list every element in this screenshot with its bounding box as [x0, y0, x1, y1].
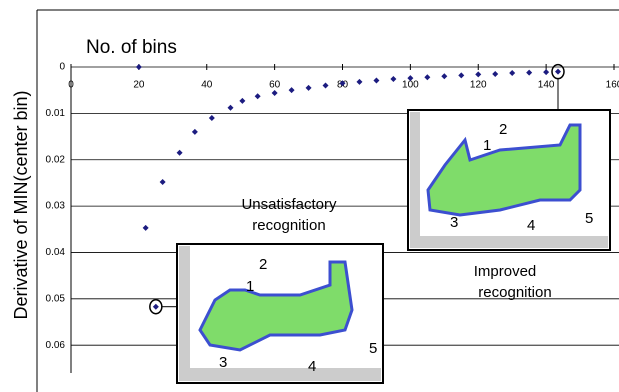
y-tick-label: 0.05: [46, 293, 66, 304]
part-label: 5: [369, 340, 377, 357]
point: [458, 72, 464, 78]
part-label: 1: [483, 137, 491, 154]
x-tick-label: 40: [201, 80, 213, 91]
part-label: 5: [585, 210, 593, 227]
point: [306, 85, 312, 91]
point: [255, 93, 261, 99]
part-label: 4: [527, 217, 535, 234]
point: [177, 150, 183, 156]
point: [153, 304, 159, 310]
x-tick-label: 60: [269, 80, 281, 91]
point: [323, 83, 329, 89]
annotation: Unsatisfactory: [241, 196, 337, 213]
y-tick-label: 0.02: [46, 154, 66, 165]
point: [209, 115, 215, 121]
point: [390, 76, 396, 82]
annotation: Improved: [474, 263, 537, 280]
point: [509, 70, 515, 76]
point: [192, 129, 198, 135]
point: [143, 225, 149, 231]
point: [555, 69, 561, 75]
point: [160, 179, 166, 185]
point: [543, 69, 549, 75]
part-label: 3: [219, 354, 227, 371]
point: [475, 71, 481, 77]
point: [272, 90, 278, 96]
y-tick-label: 0.01: [46, 108, 66, 119]
part-label: 3: [450, 214, 458, 231]
y-tick-label: 0.03: [46, 201, 66, 212]
part-label: 2: [499, 121, 507, 138]
x-tick-label: 120: [470, 80, 487, 91]
y-axis-label: Derivative of MIN(center bin): [11, 90, 31, 319]
inset-right: 1 2 3 4 5: [408, 110, 610, 250]
part-label: 4: [308, 358, 316, 375]
point: [424, 74, 430, 80]
point: [239, 98, 245, 104]
x-tick-label: 20: [133, 80, 145, 91]
x-tick-label: 0: [68, 80, 74, 91]
point: [373, 77, 379, 83]
x-tick-label: 100: [402, 80, 419, 91]
x-tick-label: 140: [538, 80, 555, 91]
point: [492, 71, 498, 77]
annotation: recognition: [478, 284, 551, 301]
y-tick-label: 0.06: [46, 340, 66, 351]
annotation: recognition: [252, 217, 325, 234]
part-label: 2: [259, 256, 267, 273]
point: [356, 79, 362, 85]
x-axis-label: No. of bins: [86, 37, 177, 58]
point: [289, 87, 295, 93]
y-tick-label: 0.04: [46, 247, 66, 258]
inset-left: 1 2 3 4 5: [177, 244, 383, 383]
part-label: 1: [246, 278, 254, 295]
y-tick-label: 0: [59, 62, 65, 73]
point: [228, 105, 234, 111]
chart: No. of bins Derivative of MIN(center bin…: [0, 0, 619, 392]
point: [526, 70, 532, 76]
point: [136, 64, 142, 70]
x-tick-label: 160: [606, 80, 619, 91]
point: [441, 73, 447, 79]
